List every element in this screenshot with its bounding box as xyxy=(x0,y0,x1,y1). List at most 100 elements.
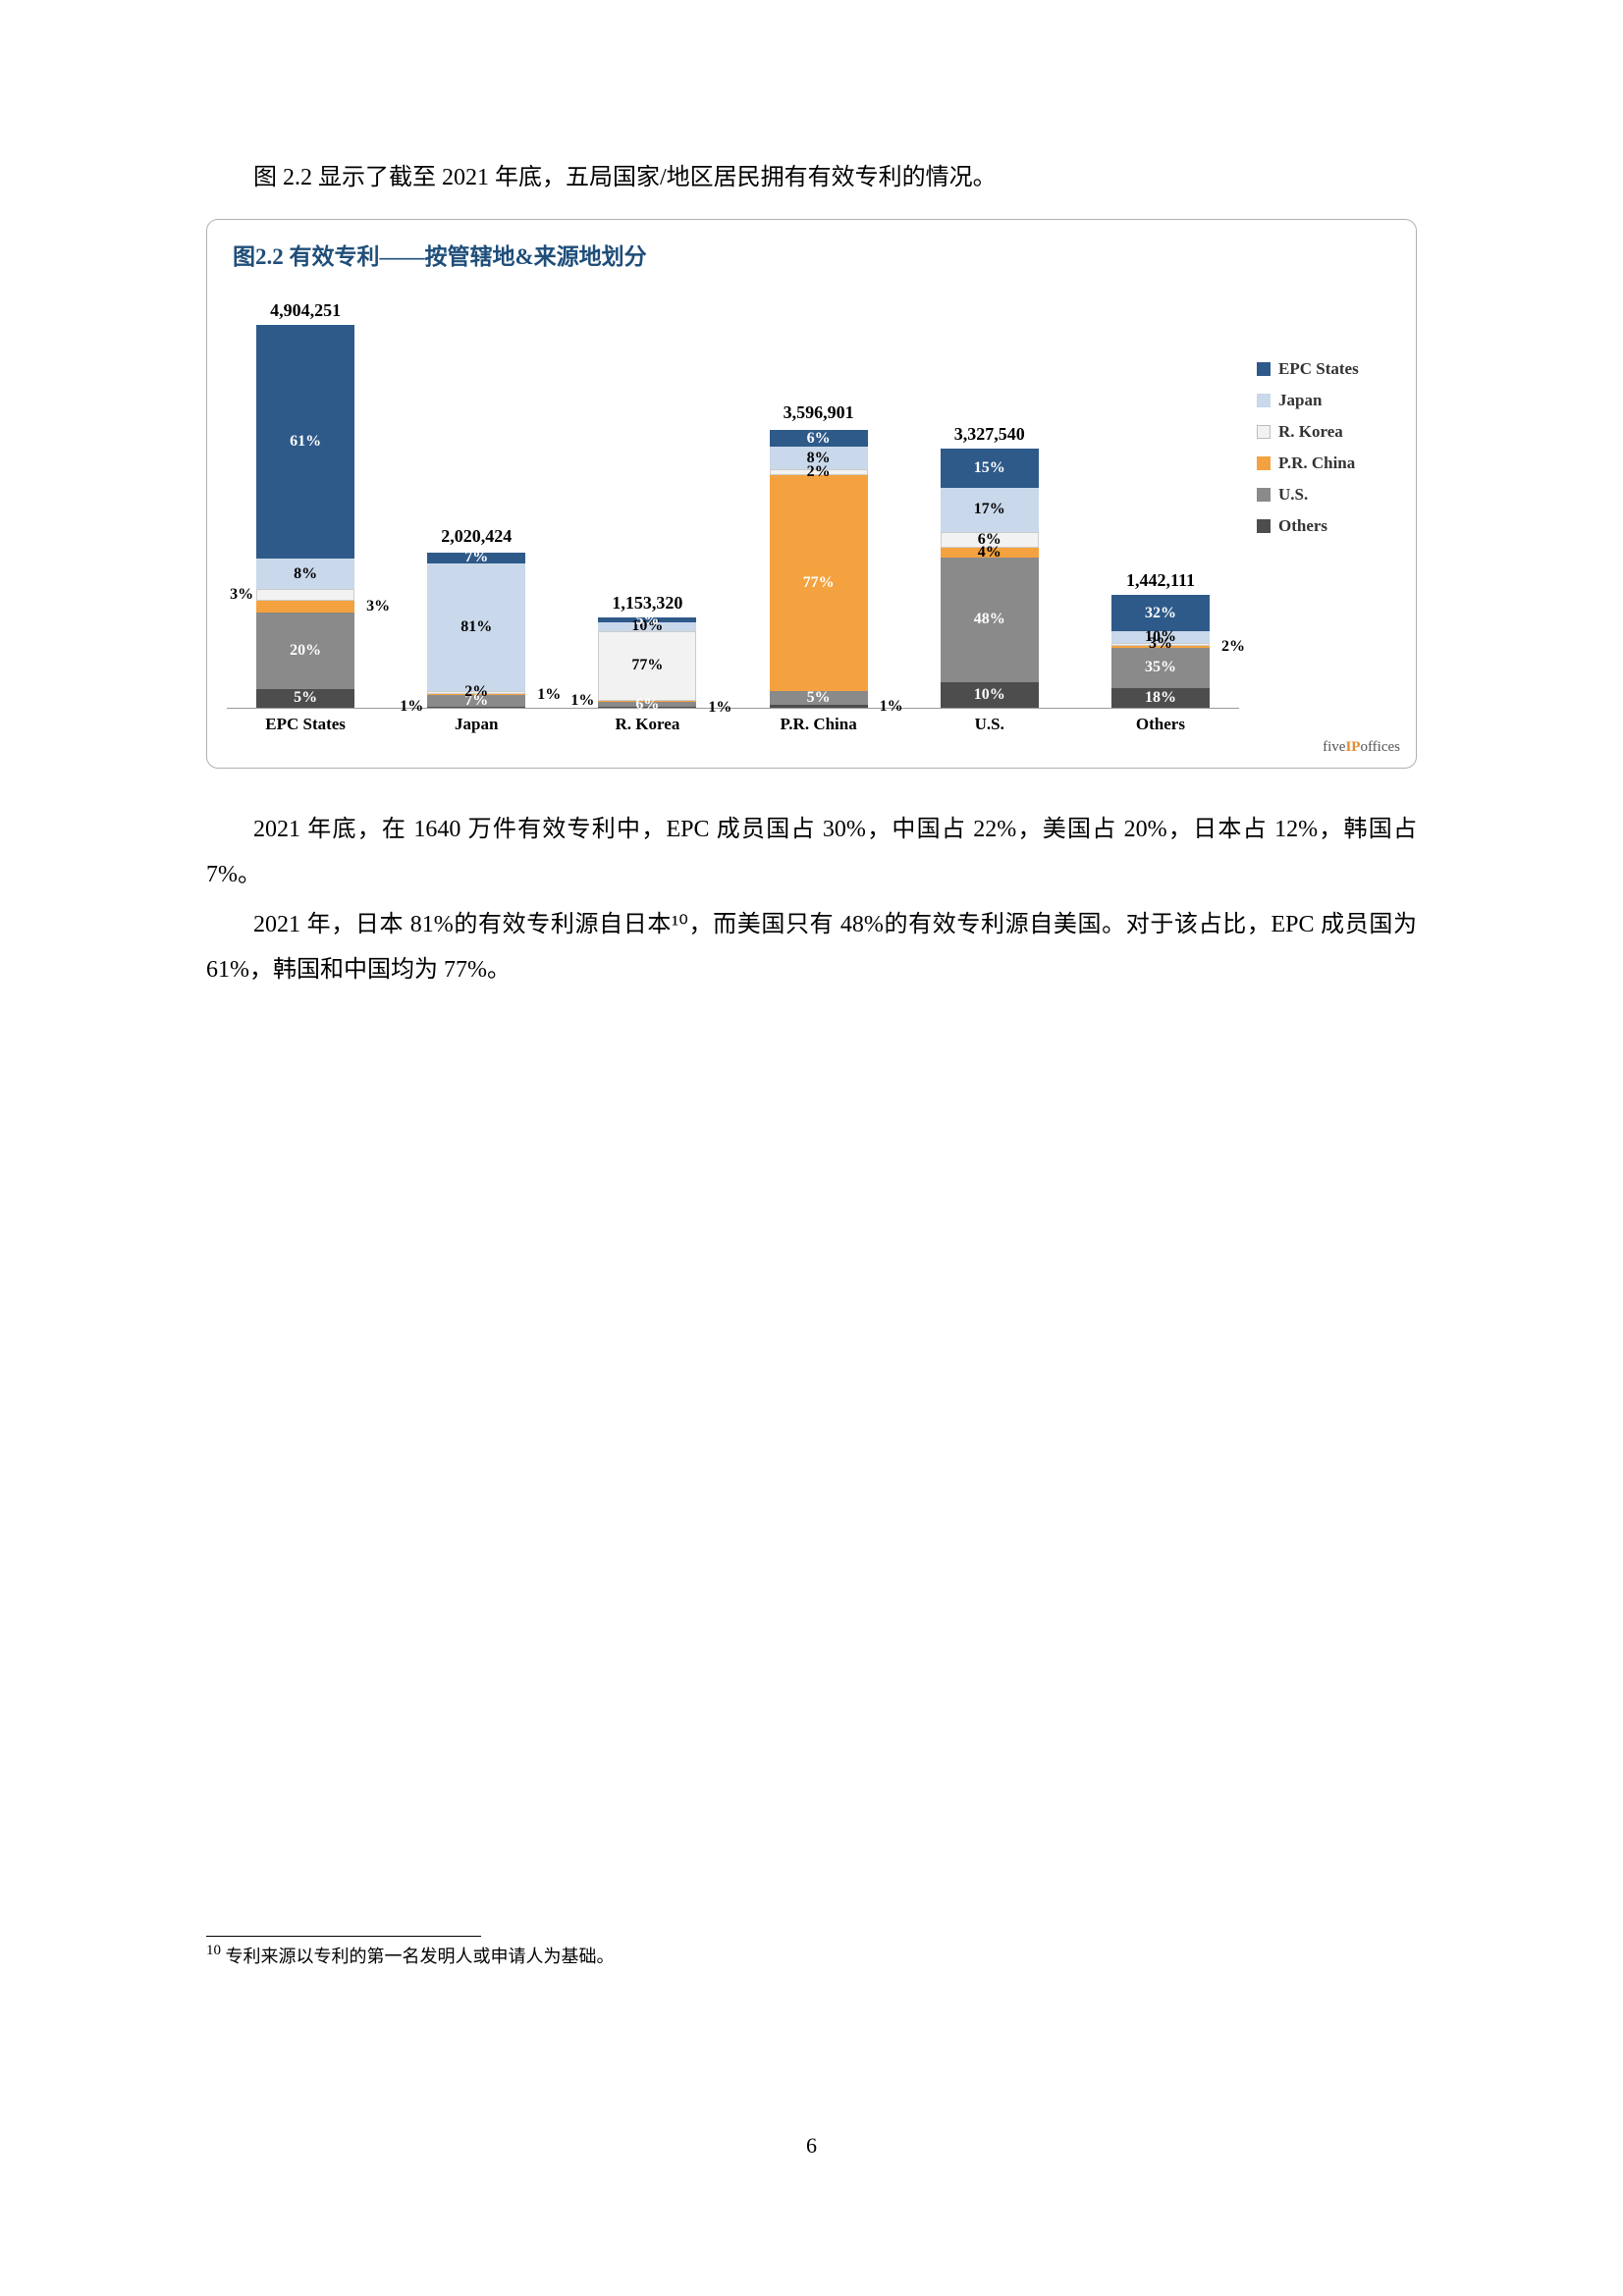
bar-segment-epc: 15% xyxy=(941,449,1039,488)
legend-swatch xyxy=(1257,425,1271,439)
bar-segment-korea: 6% xyxy=(941,532,1039,548)
segment-label: 3% xyxy=(230,587,253,603)
legend-label: P.R. China xyxy=(1278,454,1355,473)
segment-label: 1% xyxy=(537,687,561,703)
x-axis-label: U.S. xyxy=(919,715,1060,734)
bar-segment-japan: 10% xyxy=(1111,631,1210,643)
document-page: 图 2.2 显示了截至 2021 年底，五局国家/地区居民拥有有效专利的情况。 … xyxy=(0,0,1623,2296)
segment-label: 32% xyxy=(1145,606,1176,621)
legend-label: EPC States xyxy=(1278,359,1359,379)
legend-item: R. Korea xyxy=(1257,422,1406,442)
figure-2-2-chart: 图2.2 有效专利——按管辖地&来源地划分 4,904,2515%20%3%3%… xyxy=(206,219,1417,769)
segment-label: 1% xyxy=(570,693,594,709)
bar-segment-epc: 5% xyxy=(598,617,696,622)
footnote-text: 专利来源以专利的第一名发明人或申请人为基础。 xyxy=(221,1947,615,1966)
segment-label: 35% xyxy=(1145,660,1176,675)
legend-item: Others xyxy=(1257,516,1406,536)
x-axis-label: R. Korea xyxy=(576,715,718,734)
legend-label: R. Korea xyxy=(1278,422,1343,442)
segment-label: 10% xyxy=(974,687,1005,703)
bar-group: 3,596,9011%5%77%2%8%6% xyxy=(748,402,890,708)
body-paragraph-2: 2021 年，日本 81%的有效专利源自日本¹⁰，而美国只有 48%的有效专利源… xyxy=(206,903,1417,992)
stacked-bar: 1%5%77%2%8%6% xyxy=(770,427,868,708)
segment-label: 17% xyxy=(974,502,1005,517)
x-axis-label: Japan xyxy=(406,715,547,734)
segment-label: 5% xyxy=(807,690,831,706)
chart-title: 图2.2 有效专利——按管辖地&来源地划分 xyxy=(233,238,1406,271)
x-axis-label: P.R. China xyxy=(748,715,890,734)
segment-label: 81% xyxy=(460,619,492,635)
bar-segment-korea: 77% xyxy=(598,631,696,701)
bar-segment-others: 10% xyxy=(941,682,1039,708)
bar-segment-epc: 61% xyxy=(256,325,354,559)
segment-label: 1% xyxy=(400,699,423,715)
segment-label: 2% xyxy=(1221,639,1245,655)
bar-segment-epc: 7% xyxy=(427,553,525,563)
segment-label: 10% xyxy=(1145,629,1176,645)
legend-swatch xyxy=(1257,394,1271,407)
legend-swatch xyxy=(1257,519,1271,533)
segment-label: 2% xyxy=(807,464,831,480)
bar-group: 1,153,3201%6%1%77%10%5% xyxy=(576,593,718,708)
bar-segment-china: 77% xyxy=(770,475,868,691)
stacked-bar: 5%20%3%3%8%61% xyxy=(256,325,354,708)
x-axis-label: EPC States xyxy=(235,715,376,734)
bar-segment-us: 5% xyxy=(770,691,868,705)
segment-label: 77% xyxy=(803,575,835,591)
segment-label: 8% xyxy=(294,566,317,582)
segment-label: 5% xyxy=(294,690,317,706)
bar-segment-korea: 3% xyxy=(256,589,354,601)
bar-segment-japan: 17% xyxy=(941,488,1039,532)
segment-label: 8% xyxy=(807,451,831,466)
legend-swatch xyxy=(1257,456,1271,470)
chart-body: 4,904,2515%20%3%3%8%61%2,020,4241%7%1%2%… xyxy=(227,300,1406,713)
stacked-bar: 18%35%2%3%10%32% xyxy=(1111,595,1210,708)
bar-segment-us: 35% xyxy=(1111,648,1210,687)
bar-group: 3,327,54010%48%4%6%17%15% xyxy=(919,424,1060,708)
body-text: 2021 年底，在 1640 万件有效专利中，EPC 成员国占 30%，中国占 … xyxy=(206,808,1417,992)
segment-label: 1% xyxy=(880,699,903,715)
intro-paragraph: 图 2.2 显示了截至 2021 年底，五局国家/地区居民拥有有效专利的情况。 xyxy=(206,157,1417,199)
segment-label: 3% xyxy=(366,599,390,614)
footnote-number: 10 xyxy=(206,1943,221,1958)
segment-label: 6% xyxy=(978,532,1001,548)
legend-label: U.S. xyxy=(1278,485,1308,505)
legend-item: P.R. China xyxy=(1257,454,1406,473)
x-axis-label: Others xyxy=(1090,715,1231,734)
chart-bars-area: 4,904,2515%20%3%3%8%61%2,020,4241%7%1%2%… xyxy=(227,300,1239,709)
bar-segment-others: 5% xyxy=(256,689,354,709)
bar-segment-epc: 32% xyxy=(1111,595,1210,631)
segment-label: 18% xyxy=(1145,690,1176,706)
stacked-bar: 1%6%1%77%10%5% xyxy=(598,617,696,708)
legend-swatch xyxy=(1257,488,1271,502)
bar-total-label: 3,596,901 xyxy=(784,402,854,423)
bar-segment-us: 48% xyxy=(941,558,1039,682)
segment-label: 15% xyxy=(974,460,1005,476)
segment-label: 6% xyxy=(807,431,831,447)
bar-segment-us: 6% xyxy=(598,702,696,708)
legend-item: EPC States xyxy=(1257,359,1406,379)
page-number: 6 xyxy=(0,2133,1623,2159)
stacked-bar: 1%7%1%2%81%7% xyxy=(427,551,525,708)
bar-total-label: 3,327,540 xyxy=(954,424,1025,445)
segment-label: 7% xyxy=(464,550,488,565)
chart-legend: EPC States Japan R. Korea P.R. China U.S. Oth… xyxy=(1239,300,1406,713)
segment-label: 1% xyxy=(708,700,731,716)
bar-group: 2,020,4241%7%1%2%81%7% xyxy=(406,526,547,708)
legend-item: U.S. xyxy=(1257,485,1406,505)
segment-label: 77% xyxy=(631,658,663,673)
bar-group: 4,904,2515%20%3%3%8%61% xyxy=(235,300,376,708)
bar-segment-korea: 2% xyxy=(770,469,868,475)
segment-label: 5% xyxy=(635,613,659,628)
segment-label: 20% xyxy=(290,643,321,659)
bar-total-label: 2,020,424 xyxy=(441,526,512,547)
segment-label: 6% xyxy=(635,697,659,713)
footnote: 10 专利来源以专利的第一名发明人或申请人为基础。 xyxy=(206,1943,1417,1968)
body-paragraph-1: 2021 年底，在 1640 万件有效专利中，EPC 成员国占 30%，中国占 … xyxy=(206,808,1417,897)
legend-swatch xyxy=(1257,362,1271,376)
bar-segment-korea: 2% xyxy=(427,691,525,694)
legend-label: Japan xyxy=(1278,391,1322,410)
bar-total-label: 1,442,111 xyxy=(1126,570,1195,591)
bar-segment-others: 18% xyxy=(1111,688,1210,709)
bar-total-label: 4,904,251 xyxy=(270,300,341,321)
